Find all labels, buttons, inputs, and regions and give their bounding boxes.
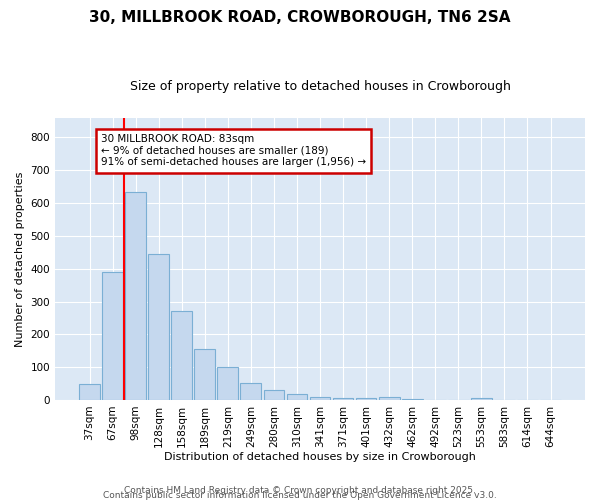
Bar: [402, 398, 422, 400]
Text: 30 MILLBROOK ROAD: 83sqm
← 9% of detached houses are smaller (189)
91% of semi-d: 30 MILLBROOK ROAD: 83sqm ← 9% of detache…: [101, 134, 366, 168]
Bar: [287, 394, 307, 400]
Bar: [471, 398, 492, 400]
Bar: [379, 396, 400, 400]
Bar: [125, 192, 146, 400]
Bar: [194, 349, 215, 400]
Bar: [356, 398, 376, 400]
Text: Contains HM Land Registry data © Crown copyright and database right 2025.: Contains HM Land Registry data © Crown c…: [124, 486, 476, 495]
Bar: [102, 272, 123, 400]
Bar: [217, 367, 238, 400]
Bar: [332, 398, 353, 400]
Text: Contains public sector information licensed under the Open Government Licence v3: Contains public sector information licen…: [103, 490, 497, 500]
Text: 30, MILLBROOK ROAD, CROWBOROUGH, TN6 2SA: 30, MILLBROOK ROAD, CROWBOROUGH, TN6 2SA: [89, 10, 511, 25]
Bar: [172, 312, 192, 400]
Bar: [79, 384, 100, 400]
X-axis label: Distribution of detached houses by size in Crowborough: Distribution of detached houses by size …: [164, 452, 476, 462]
Bar: [310, 396, 331, 400]
Y-axis label: Number of detached properties: Number of detached properties: [15, 171, 25, 346]
Bar: [148, 254, 169, 400]
Bar: [241, 383, 261, 400]
Title: Size of property relative to detached houses in Crowborough: Size of property relative to detached ho…: [130, 80, 511, 93]
Bar: [263, 390, 284, 400]
